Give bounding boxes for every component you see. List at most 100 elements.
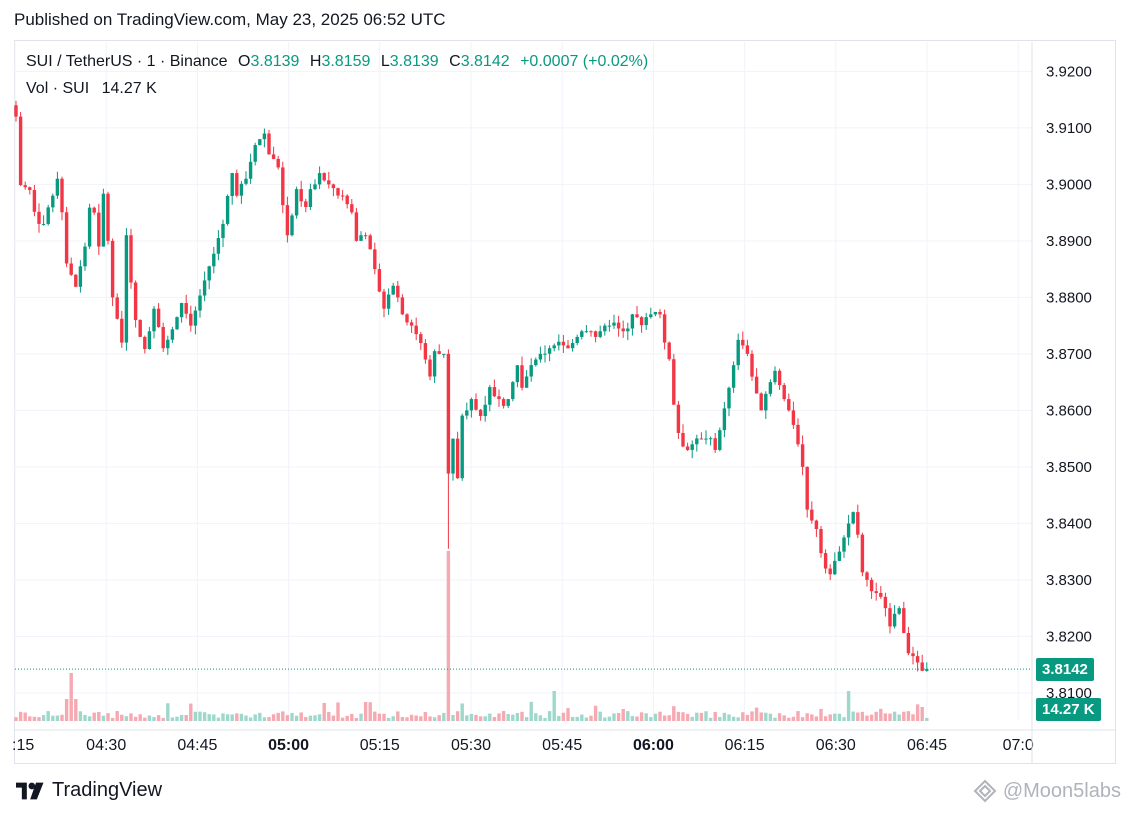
candle-body [764,393,768,411]
candle-body [547,348,552,354]
candle-body [782,385,786,400]
y-tick-label: 3.8700 [1046,346,1092,363]
volume-bar [911,714,915,721]
volume-bar [557,715,561,721]
candle-body [294,189,299,216]
candle-body [308,189,313,207]
candle-body [55,178,60,196]
volume-bar [120,714,124,721]
candle-body [189,313,193,326]
volume-label[interactable]: Vol · SUI [26,80,90,97]
candle-body [865,572,869,580]
candle-body [736,339,740,366]
candle-body [281,167,285,206]
candle-body [46,207,50,224]
volume-bar [46,711,50,721]
volume-bar [915,704,920,721]
candle-body [662,314,667,343]
candle-body [313,184,317,190]
volume-bar [561,712,566,721]
candle-body [814,520,819,530]
candle-body [561,341,566,346]
candle-body [842,537,846,552]
volume-bar [294,715,299,721]
volume-bar [327,711,331,721]
candle-body [317,173,322,185]
candle-body [419,334,423,344]
candle-body [543,353,547,355]
open-value: 3.8139 [250,53,300,70]
candle-body [166,339,170,349]
volume-bar [83,714,87,721]
close-value: 3.8142 [460,53,510,70]
candle-body [267,133,271,155]
low-label: L [380,53,390,70]
y-tick-label: 3.9200 [1046,63,1092,80]
candle-body [626,328,630,332]
volume-bar [616,712,621,721]
candle-body [874,591,878,593]
brand-name: TradingView [52,779,163,801]
volume-bar [23,712,27,721]
volume-bar [189,703,193,721]
volume-bar [639,712,644,721]
volume-bar [607,716,612,721]
candle-body [184,303,188,314]
candle-body [575,336,579,344]
candle-body [718,430,722,450]
volume-bar [216,717,221,721]
volume-bar [925,717,929,721]
candle-body [869,579,874,592]
volume-bar [87,716,92,721]
volume-bar [547,711,552,721]
y-tick-label: 3.9100 [1046,120,1092,137]
volume-bar [722,712,727,721]
symbol-label[interactable]: SUI / TetherUS · 1 · Binance [26,53,228,70]
volume-bar [805,713,809,721]
tradingview-brand[interactable]: TradingView [16,779,162,802]
candle-body [883,596,888,609]
x-tick-label: :15 [12,737,34,754]
volume-bar [276,712,280,721]
volume-bar [419,716,423,721]
volume-bar [299,712,303,721]
candle-body [285,205,290,236]
volume-bar [538,715,543,721]
volume-bar [846,691,851,721]
candle-body [179,303,184,318]
candle-body [488,387,492,405]
watermark-text: @Moon5labs [1002,779,1121,802]
y-tick-label: 3.9000 [1046,176,1092,193]
volume-bar [156,715,161,721]
candle-body [925,669,929,671]
volume-bar [897,714,901,721]
volume-bar [543,717,547,721]
candle-body [152,308,156,332]
candle-body [644,317,648,326]
candle-body [14,105,18,117]
volume-bar [823,716,828,721]
volume-bar [478,716,483,721]
volume-bar [331,715,336,721]
volume-bar [745,714,750,721]
candle-body [538,353,543,360]
candle-body [768,382,773,394]
candle-body [74,274,78,287]
candle-body [377,269,382,292]
volume-bar [258,712,262,721]
candle-body [271,154,276,159]
candle-body [386,294,391,309]
volume-bar [460,703,464,721]
y-tick-label: 3.8500 [1046,459,1092,476]
candle-body [474,399,478,410]
candle-body [534,359,538,366]
candle-body [409,322,414,326]
volume-bar [584,717,589,721]
volume-bar [14,717,18,721]
candle-body [630,314,635,329]
volume-bar [28,716,32,721]
candle-body [511,382,515,400]
candle-body [607,325,612,327]
candle-body [248,161,253,179]
